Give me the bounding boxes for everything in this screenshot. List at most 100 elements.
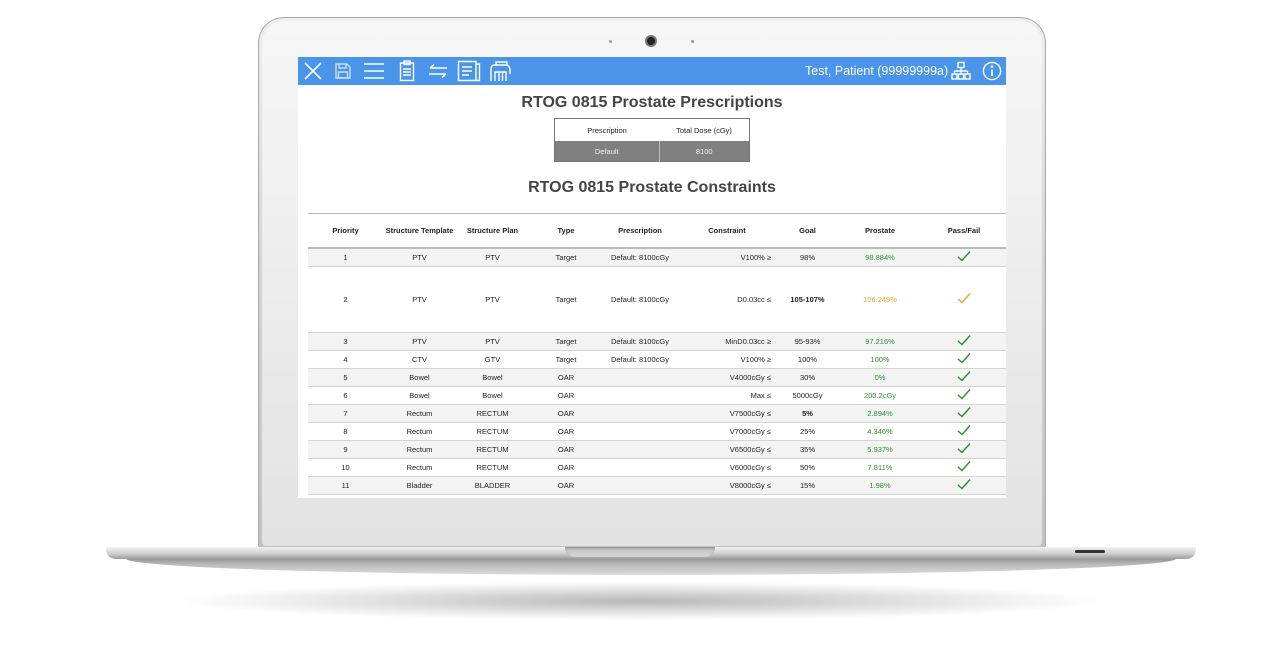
cell-pass-fail — [922, 422, 1006, 441]
table-row[interactable]: 4 CTV GTV Target Default: 8100cGy V100% ≥100%… — [308, 350, 1006, 369]
save-icon[interactable] — [332, 57, 354, 85]
cell-template: Bowel — [383, 386, 456, 405]
cell-priority: 10 — [308, 458, 383, 477]
cell-prescription — [603, 440, 677, 459]
cell-template: PTV — [383, 266, 456, 333]
table-row[interactable]: 2 PTV PTV Target Default: 8100cGy D0.03cc ≤10… — [308, 266, 1006, 333]
cell-plan: RECTUM — [456, 440, 529, 459]
laptop-base-underside — [126, 557, 1176, 575]
patient-label[interactable]: Test, Patient (99999999a) — [805, 64, 949, 78]
cell-template: Rectum — [383, 458, 456, 477]
cell-goal: 5% — [777, 404, 838, 423]
constraints-table-body: 1 PTV PTV Target Default: 8100cGy V100% ≥98% 9… — [308, 248, 1006, 495]
cell-prescription — [603, 386, 677, 405]
cell-goal: 35% — [777, 440, 838, 459]
table-row[interactable]: 3 PTV PTV Target Default: 8100cGy MinD0.03cc … — [308, 332, 1006, 351]
cell-priority: 3 — [308, 332, 383, 351]
column-header: Structure Template — [383, 213, 456, 249]
cell-constraint: V7000cGy ≤ — [677, 422, 777, 441]
cell-template: Rectum — [383, 422, 456, 441]
table-row[interactable]: 7 Rectum RECTUM OAR V7500cGy ≤5% 2.894% — [308, 404, 1006, 423]
cell-constraint: V6500cGy ≤ — [677, 440, 777, 459]
cell-type: OAR — [529, 386, 603, 405]
pass-check-icon — [957, 461, 971, 474]
info-icon[interactable] — [980, 57, 1004, 85]
column-header: Structure Plan — [456, 213, 529, 249]
close-icon[interactable] — [302, 57, 324, 85]
pass-check-icon — [957, 443, 971, 456]
cell-template: CTV — [383, 350, 456, 369]
cell-type: Target — [529, 266, 603, 333]
cell-constraint: V7500cGy ≤ — [677, 404, 777, 423]
cell-value: 5.937% — [838, 440, 922, 459]
cell-pass-fail — [922, 458, 1006, 477]
cell-template: PTV — [383, 332, 456, 351]
cell-prescription: Default: 8100cGy — [603, 332, 677, 351]
cell-goal: 98% — [777, 248, 838, 267]
pass-check-icon — [957, 353, 971, 366]
column-header: Goal — [777, 213, 838, 249]
column-header: Total Dose (cGy) — [659, 118, 750, 141]
column-header: Prescription — [554, 118, 659, 141]
cell-prescription — [603, 404, 677, 423]
cell-pass-fail — [922, 440, 1006, 459]
table-row[interactable]: 10 Rectum RECTUM OAR V6000cGy ≤50% 7.811% — [308, 458, 1006, 477]
cell-priority: 1 — [308, 248, 383, 267]
cell-template: PTV — [383, 248, 456, 267]
cell-value: 2.894% — [838, 404, 922, 423]
cell-type: OAR — [529, 440, 603, 459]
cell-plan: Bowel — [456, 368, 529, 387]
cell-priority: 8 — [308, 422, 383, 441]
cell-constraint: V100% ≥ — [677, 350, 777, 369]
table-row[interactable]: 1 PTV PTV Target Default: 8100cGy V100% ≥98% 9… — [308, 248, 1006, 267]
constraints-title: RTOG 0815 Prostate Constraints — [528, 179, 776, 196]
cell-pass-fail — [922, 266, 1006, 333]
cell-plan: RECTUM — [456, 458, 529, 477]
clipboard-icon[interactable] — [396, 57, 418, 85]
warning-check-icon — [957, 293, 971, 306]
table-row[interactable]: 11 Bladder BLADDER OAR V8000cGy ≤15% 1.98% — [308, 476, 1006, 495]
column-header: Pass/Fail — [922, 213, 1006, 249]
cell-pass-fail — [922, 476, 1006, 495]
table-row[interactable]: 8 Rectum RECTUM OAR V7000cGy ≤25% 4.346% — [308, 422, 1006, 441]
table-row[interactable]: 9 Rectum RECTUM OAR V6500cGy ≤35% 5.937% — [308, 440, 1006, 459]
pass-check-icon — [957, 371, 971, 384]
column-header: Prostate — [838, 213, 922, 249]
cell-pass-fail — [922, 332, 1006, 351]
table-row[interactable]: Default 8100 — [554, 141, 750, 162]
hand-icon[interactable] — [488, 57, 514, 85]
cell-value: 98.884% — [838, 248, 922, 267]
cell-constraint: V8000cGy ≤ — [677, 476, 777, 495]
pass-check-icon — [957, 479, 971, 492]
network-icon[interactable] — [950, 57, 972, 85]
document-icon[interactable] — [456, 57, 482, 85]
swap-icon[interactable] — [426, 57, 450, 85]
table-row[interactable]: 6 Bowel Bowel OAR Max ≤5000cGy 200.2cGy — [308, 386, 1006, 405]
cell-goal: 95-93% — [777, 332, 838, 351]
cell-value: 4.346% — [838, 422, 922, 441]
cell-plan: Bowel — [456, 386, 529, 405]
cell-type: OAR — [529, 476, 603, 495]
cell-value: 0% — [838, 368, 922, 387]
column-header: Prescription — [603, 213, 677, 249]
table-row[interactable]: 5 Bowel Bowel OAR V4000cGy ≤30% 0% — [308, 368, 1006, 387]
menu-icon[interactable] — [362, 57, 386, 85]
status-led — [1075, 550, 1105, 553]
cell-prescription — [603, 422, 677, 441]
webcam — [647, 37, 655, 45]
prescriptions-table: Prescription Total Dose (cGy) Default 81… — [554, 118, 750, 162]
prescriptions-table-wrapper: Prescription Total Dose (cGy) Default 81… — [298, 118, 1006, 162]
cell-goal: 5000cGy — [777, 386, 838, 405]
cell-constraint: V100% ≥ — [677, 248, 777, 267]
cell-priority: 2 — [308, 266, 383, 333]
constraints-header-row: Priority Structure Template Structure Plan… — [308, 213, 1006, 249]
cell-type: OAR — [529, 404, 603, 423]
cell-type: OAR — [529, 422, 603, 441]
pass-check-icon — [957, 425, 971, 438]
prescriptions-title: RTOG 0815 Prostate Prescriptions — [521, 94, 783, 111]
cell-goal: 50% — [777, 458, 838, 477]
camera-sensor-left — [609, 40, 612, 43]
cell-template: Bowel — [383, 368, 456, 387]
cell-template: Bladder — [383, 476, 456, 495]
cell-prescription — [603, 476, 677, 495]
